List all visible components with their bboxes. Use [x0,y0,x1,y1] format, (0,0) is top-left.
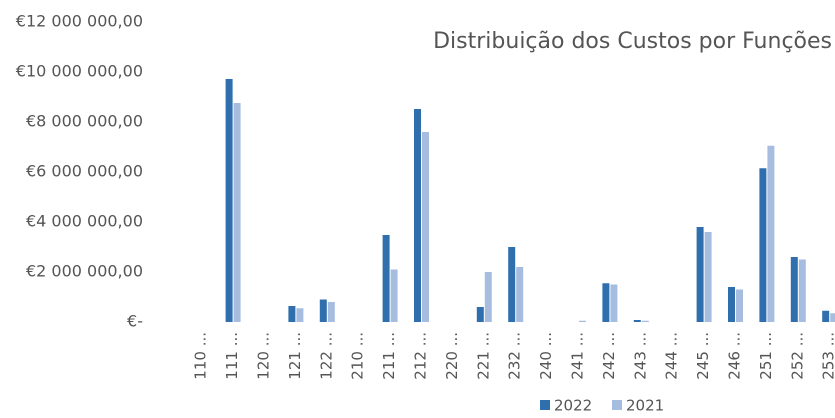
x-tick-label: 246 ... [726,332,744,380]
bar [225,79,233,322]
x-tick-label: 212 ... [412,332,430,380]
bar [736,289,743,322]
bar [327,302,335,322]
y-tick-label: €10 000 000,00 [16,62,143,81]
x-tick-label: 122 ... [317,332,335,380]
bar [633,320,641,322]
x-tick-label: 232 ... [506,332,524,380]
y-tick-label: €- [127,312,143,331]
bar [233,103,241,322]
bar [704,232,712,322]
bar [767,145,775,322]
bar [822,310,830,322]
x-tick-label: 110 ... [192,332,210,380]
x-tick-label: 245 ... [694,332,712,380]
legend-label: 2021 [626,397,664,415]
bar [414,109,421,322]
x-tick-label: 252 ... [788,332,806,380]
bar [484,272,492,322]
chart-title: Distribuição dos Custos por Funções [433,29,832,54]
x-tick-label: 121 ... [286,332,304,380]
x-tick-label: 211 ... [380,332,398,380]
bar [696,227,704,322]
bar [830,313,835,322]
bar [602,283,610,322]
bar [759,168,767,322]
x-tick-label: 251 ... [757,332,775,380]
y-tick-label: €12 000 000,00 [16,12,143,31]
legend-swatch [540,400,550,410]
x-tick-label: 220 ... [443,332,461,380]
bar [610,284,618,322]
x-tick-label: 210 ... [349,332,367,380]
bar [508,247,516,322]
y-tick-label: €2 000 000,00 [26,262,143,281]
bar [798,259,806,322]
bar [476,307,484,322]
x-tick-label: 242 ... [600,332,618,380]
bar [382,235,390,322]
x-tick-label: 241 ... [569,332,587,380]
y-tick-label: €4 000 000,00 [26,212,143,231]
bar [422,132,429,322]
y-tick-label: €6 000 000,00 [26,162,143,181]
bar [390,269,398,322]
bar [319,299,327,322]
x-tick-label: 221 ... [474,332,492,380]
bar [728,287,735,322]
x-tick-label: 111 ... [223,332,241,380]
bar [641,320,649,322]
bar [790,257,798,322]
y-tick-label: €8 000 000,00 [26,112,143,131]
bar [296,308,304,322]
x-tick-label: 243 ... [631,332,649,380]
x-tick-label: 244 ... [663,332,681,380]
bar [579,320,586,322]
legend-swatch [612,400,622,410]
bar [288,306,296,322]
x-tick-label: 240 ... [537,332,555,380]
bar [516,267,524,322]
x-tick-label: 120 ... [255,332,273,380]
x-tick-label: 253 ... [820,332,835,380]
legend-label: 2022 [554,397,592,415]
